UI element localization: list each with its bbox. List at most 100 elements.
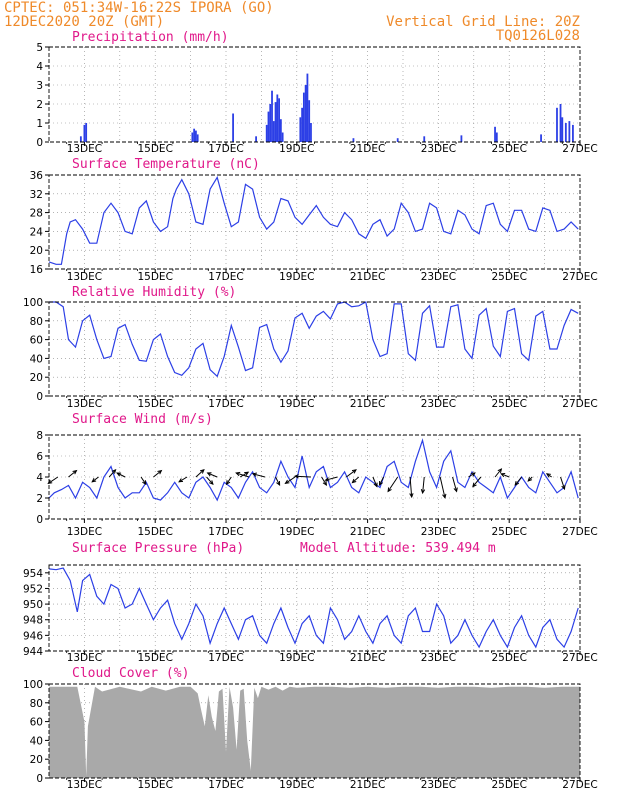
x-tick-label: 19DEC bbox=[279, 526, 314, 538]
x-tick-label: 25DEC bbox=[491, 271, 526, 283]
y-tick-label: 954 bbox=[23, 568, 43, 580]
precip-bar bbox=[191, 132, 194, 142]
panel-4: 944 946 948 950 952 954 13DEC 15DEC 17DEC 19DEC 21… bbox=[23, 564, 598, 664]
x-tick-label: 27DEC bbox=[562, 526, 597, 538]
precip-bar bbox=[568, 121, 571, 142]
wind-arrow bbox=[352, 476, 360, 483]
wind-arrowhead bbox=[142, 480, 147, 486]
y-tick-label: 60 bbox=[30, 335, 43, 347]
x-tick-label: 23DEC bbox=[421, 652, 456, 664]
x-tick-label: 19DEC bbox=[279, 398, 314, 410]
x-tick-label: 19DEC bbox=[279, 779, 314, 791]
wind-arrow bbox=[387, 476, 399, 492]
y-tick-label: 944 bbox=[23, 646, 43, 658]
y-tick-label: 28 bbox=[30, 208, 43, 220]
x-tick-label: 15DEC bbox=[137, 271, 172, 283]
wind-arrow bbox=[140, 476, 147, 485]
wind-arrow bbox=[206, 476, 214, 485]
wind-arrow bbox=[494, 468, 502, 478]
x-tick-label: 25DEC bbox=[491, 398, 526, 410]
x-tick-label: 13DEC bbox=[67, 271, 102, 283]
y-tick-label: 952 bbox=[23, 583, 43, 595]
wind-arrowhead bbox=[472, 482, 477, 488]
panel-title-humidity: Relative Humidity (%) bbox=[72, 285, 236, 300]
wind-arrow bbox=[422, 476, 425, 494]
wind-arrow bbox=[108, 469, 116, 478]
wind-arrow bbox=[452, 476, 458, 492]
precip-bar bbox=[281, 132, 284, 142]
series-line-3 bbox=[48, 438, 579, 502]
x-tick-label: 17DEC bbox=[208, 143, 243, 155]
wind-arrowhead bbox=[500, 473, 506, 478]
panel-title-wind: Surface Wind (m/s) bbox=[72, 412, 213, 427]
x-tick-label: 27DEC bbox=[562, 779, 597, 791]
x-tick-label: 21DEC bbox=[350, 779, 385, 791]
wind-arrowhead bbox=[409, 493, 414, 499]
y-tick-label: 20 bbox=[30, 372, 43, 384]
x-tick-label: 21DEC bbox=[350, 143, 385, 155]
wind-arrowhead bbox=[514, 480, 520, 486]
wind-arrowhead bbox=[111, 468, 117, 474]
precip-bar bbox=[564, 123, 567, 142]
wind-arrowhead bbox=[351, 469, 357, 474]
precip-bar bbox=[494, 126, 496, 142]
header-station: CPTEC: 051:34W-16:22S IPORA (GO) bbox=[4, 0, 274, 16]
y-tick-label: 946 bbox=[23, 630, 43, 642]
x-tick-label: 21DEC bbox=[350, 271, 385, 283]
precip-bar bbox=[304, 85, 307, 142]
panel-title-pressure: Surface Pressure (hPa) bbox=[72, 541, 244, 556]
wind-arrowhead bbox=[251, 472, 257, 477]
wind-arrowhead bbox=[209, 480, 214, 486]
x-tick-label: 17DEC bbox=[208, 779, 243, 791]
precip-bar bbox=[272, 121, 275, 142]
wind-arrowhead bbox=[387, 487, 392, 493]
y-tick-label: 80 bbox=[30, 316, 43, 328]
series-line-2 bbox=[49, 301, 579, 378]
wind-arrowhead bbox=[199, 469, 205, 474]
x-tick-label: 15DEC bbox=[137, 526, 172, 538]
precip-bar bbox=[423, 136, 426, 142]
precip-bar bbox=[195, 130, 197, 142]
y-tick-label: 948 bbox=[23, 615, 43, 627]
y-tick-label: 32 bbox=[30, 189, 43, 201]
wind-arrow bbox=[472, 476, 482, 487]
wind-arrowhead bbox=[72, 469, 78, 475]
wind-arrowhead bbox=[225, 480, 231, 486]
wind-arrowhead bbox=[322, 480, 328, 486]
x-tick-label: 23DEC bbox=[421, 271, 456, 283]
x-tick-label: 17DEC bbox=[208, 652, 243, 664]
y-tick-label: 8 bbox=[36, 430, 43, 442]
wind-arrowhead bbox=[116, 472, 122, 477]
panel-2: 0 20 40 60 80 100 13DEC 15DEC 17DEC 19DEC 21DEC 23D… bbox=[23, 297, 598, 410]
panel-frame bbox=[48, 564, 581, 652]
wind-arrow bbox=[409, 476, 413, 498]
wind-arrow bbox=[294, 475, 311, 478]
y-tick-label: 16 bbox=[30, 264, 44, 276]
wind-arrow bbox=[285, 476, 296, 484]
x-tick-label: 19DEC bbox=[279, 652, 314, 664]
x-tick-label: 23DEC bbox=[421, 779, 456, 791]
precip-bar bbox=[278, 98, 280, 142]
y-tick-label: 80 bbox=[30, 698, 43, 710]
wind-arrowhead bbox=[561, 484, 566, 491]
precip-bar bbox=[265, 124, 268, 142]
y-tick-label: 2 bbox=[36, 99, 43, 111]
x-tick-label: 23DEC bbox=[421, 398, 456, 410]
x-tick-label: 27DEC bbox=[562, 398, 597, 410]
wind-arrow bbox=[236, 472, 250, 478]
y-tick-label: 4 bbox=[36, 61, 43, 73]
wind-arrowhead bbox=[420, 489, 426, 495]
wind-arrowhead bbox=[244, 471, 250, 476]
y-tick-label: 2 bbox=[36, 493, 43, 505]
x-tick-label: 21DEC bbox=[350, 652, 385, 664]
y-tick-label: 60 bbox=[30, 717, 43, 729]
x-tick-label: 21DEC bbox=[350, 398, 385, 410]
wind-arrow bbox=[275, 476, 281, 486]
wind-arrow bbox=[116, 472, 126, 478]
precip-bar bbox=[559, 104, 562, 142]
panel-title-cloud: Cloud Cover (%) bbox=[72, 666, 189, 681]
wind-arrowhead bbox=[47, 479, 53, 485]
y-tick-label: 6 bbox=[36, 451, 43, 463]
x-tick-label: 23DEC bbox=[421, 143, 456, 155]
